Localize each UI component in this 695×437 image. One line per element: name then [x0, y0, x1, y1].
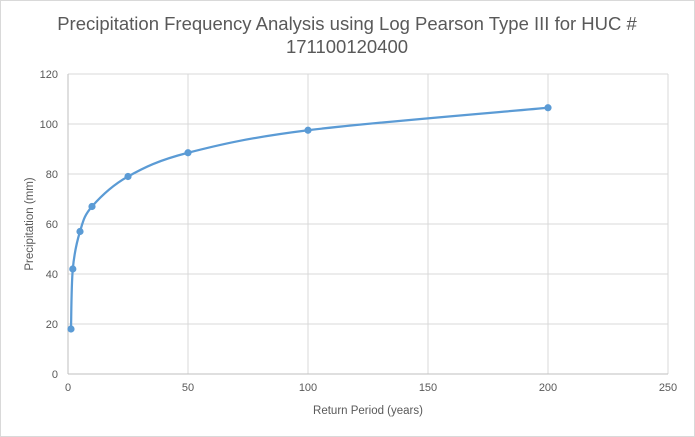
data-point — [67, 325, 75, 333]
data-point — [124, 172, 132, 181]
y-tick-label: 20 — [46, 319, 58, 331]
y-axis-title: Precipitation (mm) — [24, 177, 36, 270]
y-tick-label: 100 — [40, 119, 58, 131]
data-point — [88, 202, 96, 211]
chart-title-line-2: 171100120400 — [286, 36, 408, 57]
data-point — [184, 149, 192, 157]
y-tick-label: 60 — [46, 219, 58, 231]
data-point — [544, 104, 552, 112]
x-tick-label: 250 — [659, 382, 677, 394]
x-tick-label: 100 — [299, 382, 317, 394]
chart-title-line-1: Precipitation Frequency Analysis using L… — [57, 13, 637, 34]
series-group — [67, 104, 552, 333]
axes — [67, 74, 668, 375]
data-point — [76, 227, 84, 236]
y-tick-labels: 0 20 40 60 80 100 120 — [40, 69, 58, 381]
y-tick-label: 80 — [46, 169, 58, 181]
series-line — [69, 106, 549, 330]
data-point — [304, 126, 312, 134]
x-tick-label: 0 — [65, 382, 71, 394]
x-axis-title: Return Period (years) — [313, 405, 423, 417]
x-tick-label: 50 — [182, 382, 194, 394]
y-tick-label: 0 — [52, 369, 58, 381]
gridlines — [68, 73, 669, 374]
x-tick-label: 150 — [419, 382, 437, 394]
data-point — [69, 265, 77, 273]
y-tick-label: 120 — [40, 69, 58, 81]
x-tick-labels: 0 50 100 150 200 250 — [65, 382, 677, 394]
y-tick-label: 40 — [46, 269, 58, 281]
x-tick-label: 200 — [539, 382, 557, 394]
